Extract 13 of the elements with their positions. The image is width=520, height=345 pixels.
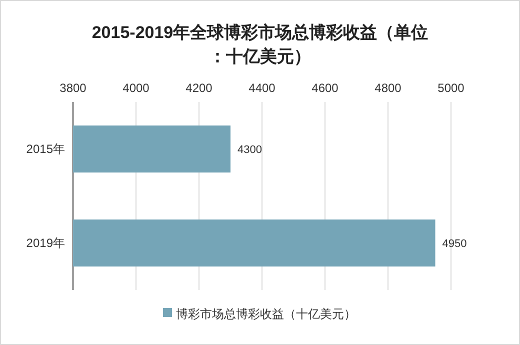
x-tick-label: 4400 — [248, 81, 276, 95]
x-tick-label: 4600 — [312, 81, 339, 95]
data-label: 4300 — [238, 144, 262, 156]
x-tick-label: 4000 — [122, 81, 150, 95]
x-tick-label: 4200 — [186, 81, 213, 95]
legend-label: 博彩市场总博彩收益（十亿美元） — [176, 307, 356, 321]
x-tick-label: 3800 — [60, 81, 87, 95]
data-label: 4950 — [442, 238, 467, 250]
y-tick-label: 2019年 — [26, 236, 65, 250]
y-tick-label: 2015年 — [26, 142, 65, 156]
x-tick-label: 4800 — [374, 81, 402, 95]
title: 2015-2019年全球博彩市场总博彩收益（单位：十亿美元） — [92, 23, 428, 66]
x-tick-label: 5000 — [438, 81, 465, 95]
